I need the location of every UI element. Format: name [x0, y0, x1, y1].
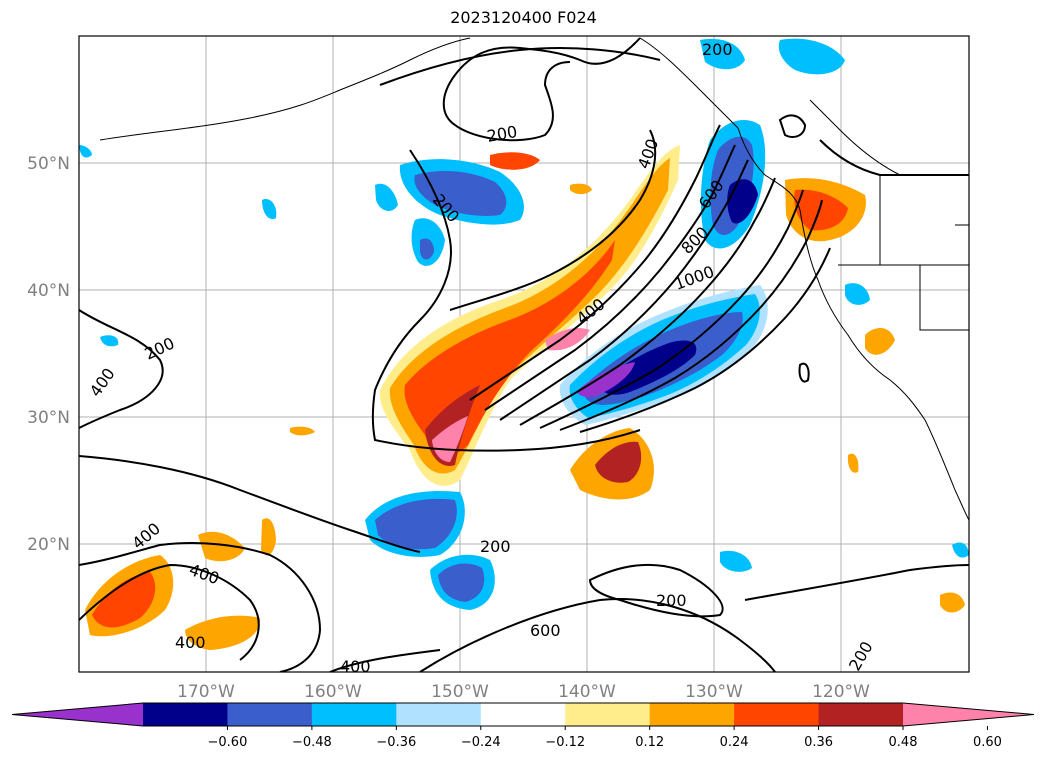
colorbar-segment	[396, 703, 482, 726]
colorbar-outline	[11, 702, 1035, 727]
colorbar-extend-min	[12, 703, 143, 726]
colorbar-label: 0.60	[973, 735, 1002, 750]
colorbar-extend-max	[903, 703, 1034, 726]
colorbar-segment	[734, 703, 820, 726]
map-area: 200 200 200 400 600 800 1000 400 200 400…	[79, 36, 969, 676]
colorbar-label: −0.24	[461, 735, 501, 750]
map-title: 2023120400 F024	[450, 8, 597, 27]
contour-label: 200	[656, 591, 687, 610]
colorbar-segment	[565, 703, 651, 726]
longitude-labels: 170°W 160°W 150°W 140°W 130°W 120°W	[177, 682, 870, 702]
colorbar-segment	[227, 703, 313, 726]
colorbar-label: −0.12	[545, 735, 585, 750]
colorbar: −0.60 −0.48 −0.36 −0.24 −0.12 0.12 0.24 0.36 0.4…	[11, 702, 1035, 750]
lon-label: 140°W	[558, 682, 616, 702]
colorbar-label: 0.48	[889, 735, 918, 750]
colorbar-label: 0.24	[720, 735, 749, 750]
colorbar-label: 0.12	[635, 735, 664, 750]
contour-label: 400	[340, 657, 371, 676]
lat-label: 50°N	[27, 154, 70, 174]
colorbar-label: 0.36	[804, 735, 833, 750]
contour-label: 600	[530, 621, 561, 640]
colorbar-segment	[311, 703, 397, 726]
lon-label: 120°W	[812, 682, 870, 702]
lon-label: 150°W	[431, 682, 489, 702]
colorbar-segment	[480, 703, 566, 726]
lat-label: 30°N	[27, 408, 70, 428]
contour-label: 200	[480, 537, 511, 556]
plot-frame	[78, 35, 970, 673]
colorbar-segment	[649, 703, 735, 726]
positive-anomaly-band	[85, 145, 965, 650]
colorbar-label: −0.36	[376, 735, 416, 750]
height-contours	[79, 37, 969, 672]
lon-label: 130°W	[685, 682, 743, 702]
lat-label: 40°N	[27, 281, 70, 301]
colorbar-label: −0.48	[292, 735, 332, 750]
colorbar-label: −0.60	[208, 735, 248, 750]
coastlines	[99, 37, 969, 521]
lon-label: 160°W	[304, 682, 362, 702]
contour-label: 400	[175, 633, 206, 652]
lon-label: 170°W	[177, 682, 235, 702]
latitude-labels: 50°N 40°N 30°N 20°N	[27, 154, 70, 555]
lat-label: 20°N	[27, 535, 70, 555]
colorbar-segment	[818, 703, 904, 726]
contour-label: 200	[702, 40, 733, 59]
colorbar-segment	[143, 703, 228, 726]
